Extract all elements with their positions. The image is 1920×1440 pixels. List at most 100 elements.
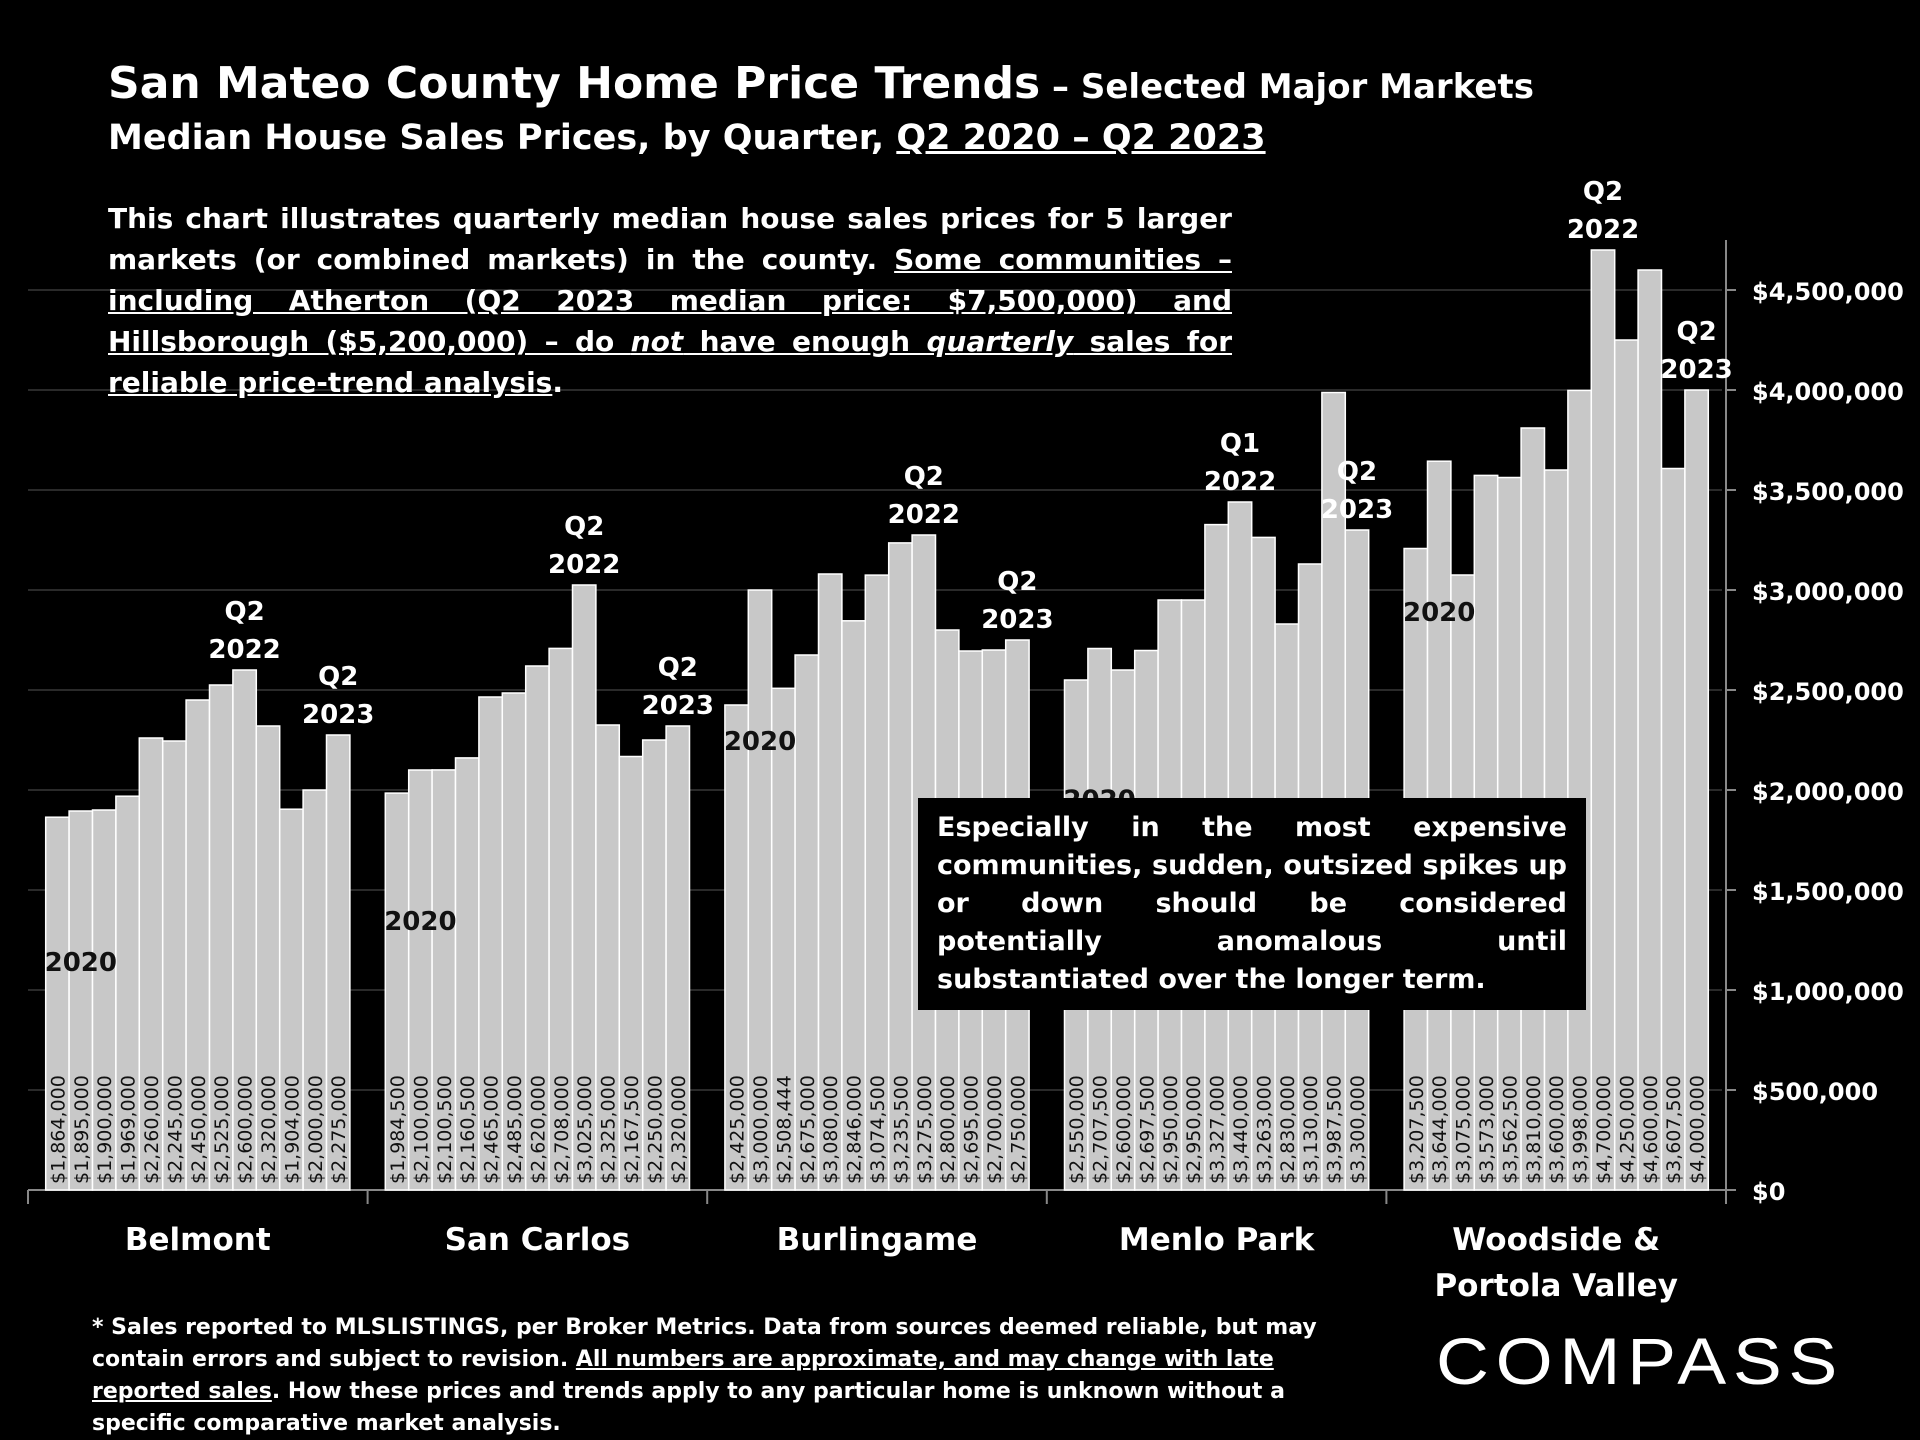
intro-text-1: This chart illustrates quarterly median … — [108, 202, 1232, 276]
bar-value-label: $2,675,000 — [797, 1075, 819, 1184]
bar-value-label: $3,327,000 — [1207, 1075, 1229, 1184]
bar — [325, 734, 351, 1191]
bar-value-label: $4,000,000 — [1687, 1075, 1709, 1184]
bar-value-label: $3,075,000 — [1453, 1075, 1475, 1184]
bar-annotation: 2020 — [384, 907, 456, 937]
bar-annotation: Q1 — [1220, 429, 1260, 459]
bar-value-label: $2,707,500 — [1090, 1075, 1112, 1184]
bar-value-label: $2,950,000 — [1183, 1075, 1205, 1184]
bar-annotation: Q2 — [904, 462, 944, 492]
bar-value-label: $2,100,500 — [434, 1075, 456, 1184]
bar-value-label: $3,644,000 — [1429, 1075, 1451, 1184]
y-tick-label: $4,500,000 — [1752, 278, 1904, 306]
bar-annotation: 2022 — [208, 635, 280, 665]
x-category-label: Menlo Park — [1119, 1222, 1316, 1258]
intro-paragraph: This chart illustrates quarterly median … — [108, 198, 1232, 403]
x-category-label: Burlingame — [777, 1222, 978, 1258]
bar — [665, 725, 691, 1191]
subtitle-range: Q2 2020 – Q2 2023 — [896, 118, 1266, 158]
bar-value-label: $2,700,000 — [984, 1075, 1006, 1184]
intro-text-2: Some communities – including Atherton (Q… — [108, 243, 1232, 358]
bar-value-label: $3,810,000 — [1523, 1075, 1545, 1184]
x-category-label: Woodside & — [1452, 1222, 1660, 1258]
bar-value-label: $2,425,000 — [727, 1075, 749, 1184]
bar — [1590, 249, 1616, 1191]
bar-value-label: $2,800,000 — [937, 1075, 959, 1184]
bar-value-label: $3,074,500 — [867, 1075, 889, 1184]
bar-value-label: $3,573,000 — [1476, 1075, 1498, 1184]
bar — [1684, 389, 1710, 1191]
bar — [1637, 269, 1663, 1191]
bar-annotation: Q2 — [1337, 457, 1377, 487]
bar-annotation: Q2 — [997, 567, 1037, 597]
y-tick-label: $500,000 — [1752, 1078, 1878, 1106]
bar-annotation: Q2 — [318, 662, 358, 692]
bar-value-label: $3,000,000 — [750, 1075, 772, 1184]
footnote-text-2: All numbers are approximate, and may cha… — [92, 1347, 1274, 1404]
logo-text: COMPASS — [1436, 1326, 1844, 1396]
x-category-label: San Carlos — [445, 1222, 630, 1258]
footnote: * Sales reported to MLSLISTINGS, per Bro… — [92, 1312, 1370, 1440]
bar-value-label: $2,830,000 — [1277, 1075, 1299, 1184]
bar-value-label: $2,620,000 — [527, 1075, 549, 1184]
bar-annotation: 2023 — [642, 691, 714, 721]
bar-value-label: $4,600,000 — [1640, 1075, 1662, 1184]
bar-annotation: 2020 — [724, 727, 796, 757]
bar-value-label: $1,895,000 — [71, 1075, 93, 1184]
bar-value-label: $2,160,500 — [457, 1075, 479, 1184]
bar-annotation: 2023 — [1660, 355, 1732, 385]
bar-value-label: $2,167,500 — [621, 1075, 643, 1184]
bar-value-label: $1,864,000 — [47, 1075, 69, 1184]
bar-value-label: $3,600,000 — [1546, 1075, 1568, 1184]
page-title: San Mateo County Home Price Trends – Sel… — [108, 58, 1534, 109]
bar-annotation: 2023 — [981, 605, 1053, 635]
x-category-label: Belmont — [125, 1222, 271, 1258]
bar-value-label: $3,025,000 — [574, 1075, 596, 1184]
intro-text-6: sales for reliable price-trend analysis — [108, 325, 1232, 399]
bar-value-label: $2,708,000 — [551, 1075, 573, 1184]
title-dash: – Selected Major Markets — [1040, 67, 1534, 107]
bar-annotation: 2020 — [1403, 598, 1475, 628]
y-tick-label: $3,000,000 — [1752, 578, 1904, 606]
y-tick-label: $1,500,000 — [1752, 878, 1904, 906]
bar-value-label: $2,320,000 — [668, 1075, 690, 1184]
intro-text-7: . — [552, 366, 563, 399]
y-tick-label: $2,000,000 — [1752, 778, 1904, 806]
bar-value-label: $2,450,000 — [188, 1075, 210, 1184]
bar-value-label: $3,998,000 — [1570, 1075, 1592, 1184]
bar-value-label: $3,300,000 — [1347, 1075, 1369, 1184]
bar-annotation: 2022 — [1567, 215, 1639, 245]
bar-value-label: $2,695,000 — [961, 1075, 983, 1184]
bar-value-label: $2,100,000 — [410, 1075, 432, 1184]
bar-value-label: $2,465,000 — [481, 1075, 503, 1184]
anomaly-note-box: Especially in the most expensive communi… — [918, 798, 1586, 1010]
bar-value-label: $2,260,000 — [141, 1075, 163, 1184]
bar-value-label: $2,846,000 — [844, 1075, 866, 1184]
bar-value-label: $2,750,000 — [1007, 1075, 1029, 1184]
bar-annotation: 2023 — [302, 700, 374, 730]
bar-annotation: Q2 — [224, 597, 264, 627]
bar-value-label: $1,984,500 — [387, 1075, 409, 1184]
bar-value-label: $3,080,000 — [820, 1075, 842, 1184]
bar-value-label: $2,320,000 — [258, 1075, 280, 1184]
bar-value-label: $3,440,000 — [1230, 1075, 1252, 1184]
intro-text-3: not — [630, 325, 684, 358]
bar-annotation: Q2 — [1676, 317, 1716, 347]
anomaly-note-text: Especially in the most expensive communi… — [937, 812, 1567, 995]
y-tick-label: $1,000,000 — [1752, 978, 1904, 1006]
bar-value-label: $2,245,000 — [164, 1075, 186, 1184]
bar-value-label: $2,550,000 — [1066, 1075, 1088, 1184]
bar-annotation: Q2 — [658, 653, 698, 683]
footnote-text-1: * Sales reported to MLSLISTINGS, per Bro… — [92, 1315, 1317, 1372]
bar-value-label: $1,969,000 — [118, 1075, 140, 1184]
bar-value-label: $2,697,500 — [1136, 1075, 1158, 1184]
footnote-text-3: . How these prices and trends apply to a… — [92, 1379, 1285, 1436]
subtitle-prefix: Median House Sales Prices, by Quarter, — [108, 118, 897, 158]
bar-value-label: $3,562,500 — [1499, 1075, 1521, 1184]
bar-value-label: $3,235,500 — [890, 1075, 912, 1184]
bar-value-label: $2,250,000 — [644, 1075, 666, 1184]
compass-logo: COMPASS — [1436, 1326, 1844, 1396]
bar-value-label: $2,508,444 — [773, 1075, 795, 1184]
bar-value-label: $3,130,000 — [1300, 1075, 1322, 1184]
